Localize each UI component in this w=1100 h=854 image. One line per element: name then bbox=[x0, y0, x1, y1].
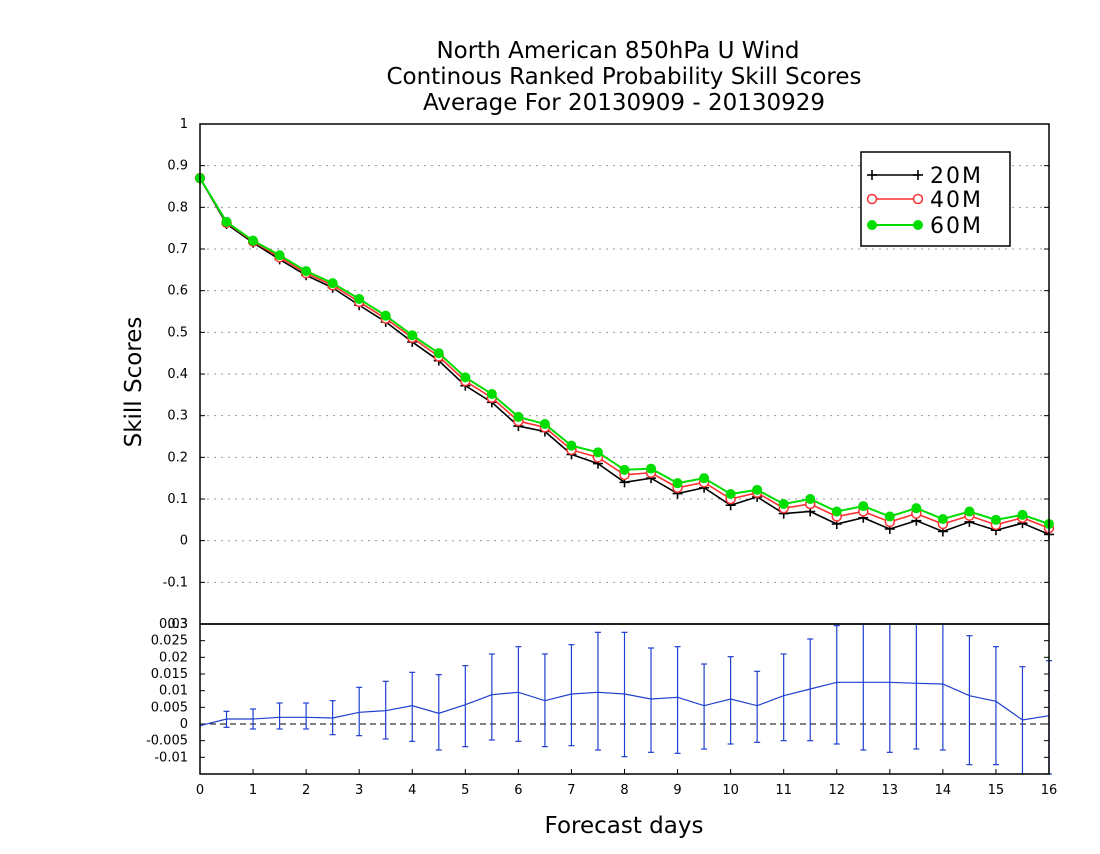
top-y-axis-ticks: -0.1 0 0.1 0.2 0.3 0.4 0.5 0.6 0.7 0.8 0.9 1 bbox=[163, 117, 1049, 590]
title-line-3: Average For 20130909 - 20130929 bbox=[423, 90, 825, 116]
point-60M bbox=[539, 419, 550, 429]
legend-item-40M: 40M bbox=[866, 188, 983, 213]
top-y-tick-label: 0.9 bbox=[167, 159, 188, 174]
x-tick-label: 9 bbox=[673, 783, 681, 798]
top-series-group bbox=[194, 172, 1055, 540]
point-60M bbox=[407, 330, 418, 341]
point-60M bbox=[1017, 509, 1028, 520]
x-tick-label: 12 bbox=[828, 783, 845, 798]
point-60M bbox=[274, 250, 285, 261]
point-60M bbox=[831, 506, 842, 517]
top-y-tick-label: 0.6 bbox=[167, 284, 188, 299]
point-60M bbox=[566, 440, 577, 451]
x-axis-ticks: 0 1 2 3 4 5 6 7 8 9 10 11 12 13 14 15 16 bbox=[196, 769, 1057, 798]
x-tick-label: 15 bbox=[988, 783, 1005, 798]
point-60M bbox=[486, 389, 497, 399]
bottom-y-tick-label: 0.005 bbox=[151, 700, 188, 715]
point-60M bbox=[646, 463, 657, 474]
point-60M bbox=[725, 489, 736, 499]
bottom-y-tick-label: 0.015 bbox=[151, 667, 188, 682]
x-tick-label: 11 bbox=[775, 783, 792, 798]
legend-circle-open-marker bbox=[866, 193, 878, 205]
point-60M bbox=[805, 494, 816, 504]
point-60M bbox=[884, 511, 895, 522]
point-60M bbox=[327, 278, 338, 289]
legend-label-40M: 40M bbox=[930, 188, 983, 213]
x-tick-label: 2 bbox=[302, 783, 310, 798]
top-y-tick-label: 0.1 bbox=[167, 492, 188, 507]
point-60M bbox=[460, 372, 471, 383]
x-tick-label: 6 bbox=[514, 783, 522, 798]
bottom-y-tick-label: -0.01 bbox=[154, 750, 188, 765]
top-y-tick-label: 0.4 bbox=[167, 367, 188, 382]
point-60M bbox=[380, 310, 391, 321]
difference-mean-line bbox=[199, 681, 1050, 727]
bottom-y-tick-label: 0.02 bbox=[159, 650, 188, 665]
x-tick-label: 14 bbox=[935, 783, 952, 798]
point-60M bbox=[911, 503, 922, 514]
point-60M bbox=[301, 266, 312, 277]
point-60M bbox=[221, 216, 232, 227]
bottom-y-tick-label: 0.01 bbox=[159, 684, 188, 699]
legend-label-20M: 20M bbox=[930, 164, 983, 189]
x-tick-label: 1 bbox=[249, 783, 257, 798]
title-line-2: Continous Ranked Probability Skill Score… bbox=[386, 64, 861, 90]
point-60M bbox=[990, 514, 1001, 525]
point-60M bbox=[964, 506, 975, 517]
legend-item-20M: 20M bbox=[867, 164, 983, 189]
overlap-tick-label: 0.3 bbox=[167, 617, 188, 632]
x-tick-label: 0 bbox=[196, 783, 204, 798]
point-60M bbox=[672, 478, 683, 489]
x-tick-label: 7 bbox=[567, 783, 575, 798]
x-tick-label: 5 bbox=[461, 783, 469, 798]
bottom-y-tick-label: 0.025 bbox=[151, 634, 188, 649]
point-60M bbox=[752, 484, 763, 495]
x-tick-label: 4 bbox=[408, 783, 416, 798]
top-y-tick-label: 0.2 bbox=[167, 450, 188, 465]
point-60M bbox=[619, 464, 630, 475]
chart-title: North American 850hPa U Wind Continous R… bbox=[386, 38, 861, 116]
top-y-tick-label: 0.3 bbox=[167, 409, 188, 424]
point-60M bbox=[433, 348, 444, 359]
difference-panel: -0.01-0.00500.0050.010.0150.020.0250.030… bbox=[146, 617, 1057, 839]
difference-series-group bbox=[199, 623, 1052, 775]
top-gridlines bbox=[200, 165, 1049, 583]
point-60M bbox=[513, 411, 524, 422]
x-tick-label: 3 bbox=[355, 783, 363, 798]
point-60M bbox=[592, 447, 603, 458]
top-y-tick-label: 1 bbox=[180, 117, 188, 132]
top-y-tick-label: 0.5 bbox=[167, 325, 188, 340]
point-60M bbox=[699, 473, 710, 484]
top-y-tick-label: 0.8 bbox=[167, 200, 188, 215]
x-tick-label: 13 bbox=[882, 783, 899, 798]
top-y-tick-label: 0 bbox=[180, 534, 188, 549]
legend-label-60M: 60M bbox=[930, 214, 983, 239]
point-60M bbox=[858, 501, 869, 512]
point-60M bbox=[937, 514, 948, 524]
x-tick-label: 10 bbox=[722, 783, 739, 798]
point-60M bbox=[778, 499, 789, 509]
legend-item-60M: 60M bbox=[867, 214, 983, 239]
top-y-tick-label: -0.1 bbox=[163, 575, 188, 590]
point-60M bbox=[354, 294, 365, 304]
x-tick-label: 8 bbox=[620, 783, 628, 798]
top-y-tick-label: 0.7 bbox=[167, 242, 188, 257]
bottom-y-tick-label: 0 bbox=[180, 717, 188, 732]
bottom-y-tick-label: -0.005 bbox=[146, 734, 188, 749]
title-line-1: North American 850hPa U Wind bbox=[436, 38, 799, 64]
x-tick-label: 16 bbox=[1041, 783, 1058, 798]
point-60M bbox=[248, 235, 259, 246]
legend-circle-filled-marker bbox=[867, 220, 877, 230]
legend: 20M 40M 60M bbox=[860, 151, 1011, 247]
y-axis-title: Skill Scores bbox=[121, 317, 147, 448]
x-axis-title: Forecast days bbox=[545, 813, 704, 839]
bottom-y-tick-label: 0.03 bbox=[159, 617, 188, 632]
